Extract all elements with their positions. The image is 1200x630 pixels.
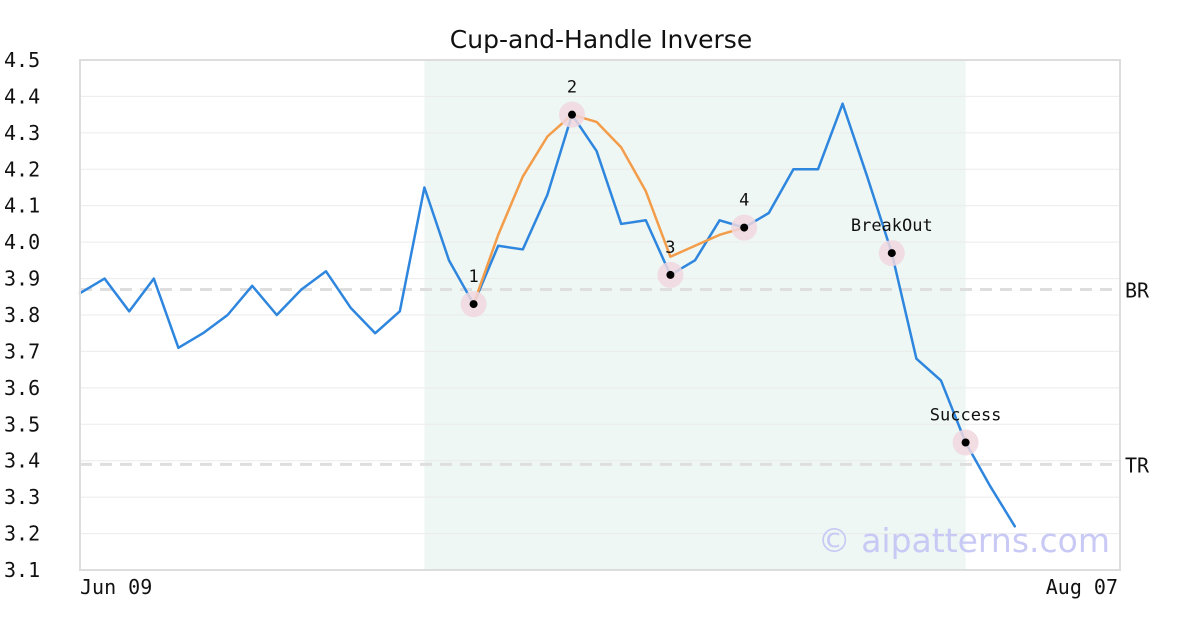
y-tick-label: 3.7 xyxy=(4,339,40,363)
x-tick-start: Jun 09 xyxy=(80,575,152,599)
marker-point xyxy=(961,438,970,447)
x-tick-end: Aug 07 xyxy=(1046,575,1118,599)
y-tick-label: 3.1 xyxy=(4,558,40,582)
pattern-markers: 1 2 3 4 BreakOut Success xyxy=(460,78,1002,456)
y-tick-label: 3.8 xyxy=(4,303,40,327)
series-line xyxy=(472,113,746,306)
y-axis-ticks: 4.5 4.4 4.3 4.2 4.1 4.0 3.9 3.8 3.7 3.6 3.5 3.4 3.3 3… xyxy=(4,48,40,582)
marker-point xyxy=(568,110,576,119)
series-line xyxy=(78,102,1017,528)
marker-label: Success xyxy=(930,406,1002,426)
y-tick-label: 3.2 xyxy=(4,522,40,546)
plot-frame xyxy=(79,59,1121,571)
marker-label: 2 xyxy=(567,78,577,98)
y-tick-label: 4.0 xyxy=(4,230,40,254)
gridlines xyxy=(80,59,1120,571)
marker-point xyxy=(740,223,749,232)
reference-line-label: TR xyxy=(1125,453,1150,477)
y-tick-label: 4.4 xyxy=(4,84,40,108)
marker-label: 1 xyxy=(468,267,478,287)
watermark: © aipatterns.com xyxy=(818,521,1110,560)
y-tick-label: 4.5 xyxy=(4,48,40,72)
y-tick-label: 4.3 xyxy=(4,121,40,145)
reference-lines: BR TR xyxy=(80,279,1150,477)
y-tick-label: 4.2 xyxy=(4,157,40,181)
marker-label: 3 xyxy=(665,238,675,258)
marker-point xyxy=(887,249,896,258)
reference-line-label: BR xyxy=(1125,279,1150,303)
y-tick-label: 3.5 xyxy=(4,412,40,436)
marker-point xyxy=(469,300,478,309)
chart-title: Cup-and-Handle Inverse xyxy=(450,25,752,54)
marker-label: 4 xyxy=(739,191,749,211)
y-tick-label: 3.4 xyxy=(4,449,40,473)
y-tick-label: 3.9 xyxy=(4,267,40,291)
y-tick-label: 3.3 xyxy=(4,485,40,509)
marker-label: BreakOut xyxy=(851,216,933,236)
series-lines xyxy=(78,102,1017,528)
marker-point xyxy=(666,270,675,279)
y-tick-label: 3.6 xyxy=(4,376,40,400)
y-tick-label: 4.1 xyxy=(4,194,40,218)
